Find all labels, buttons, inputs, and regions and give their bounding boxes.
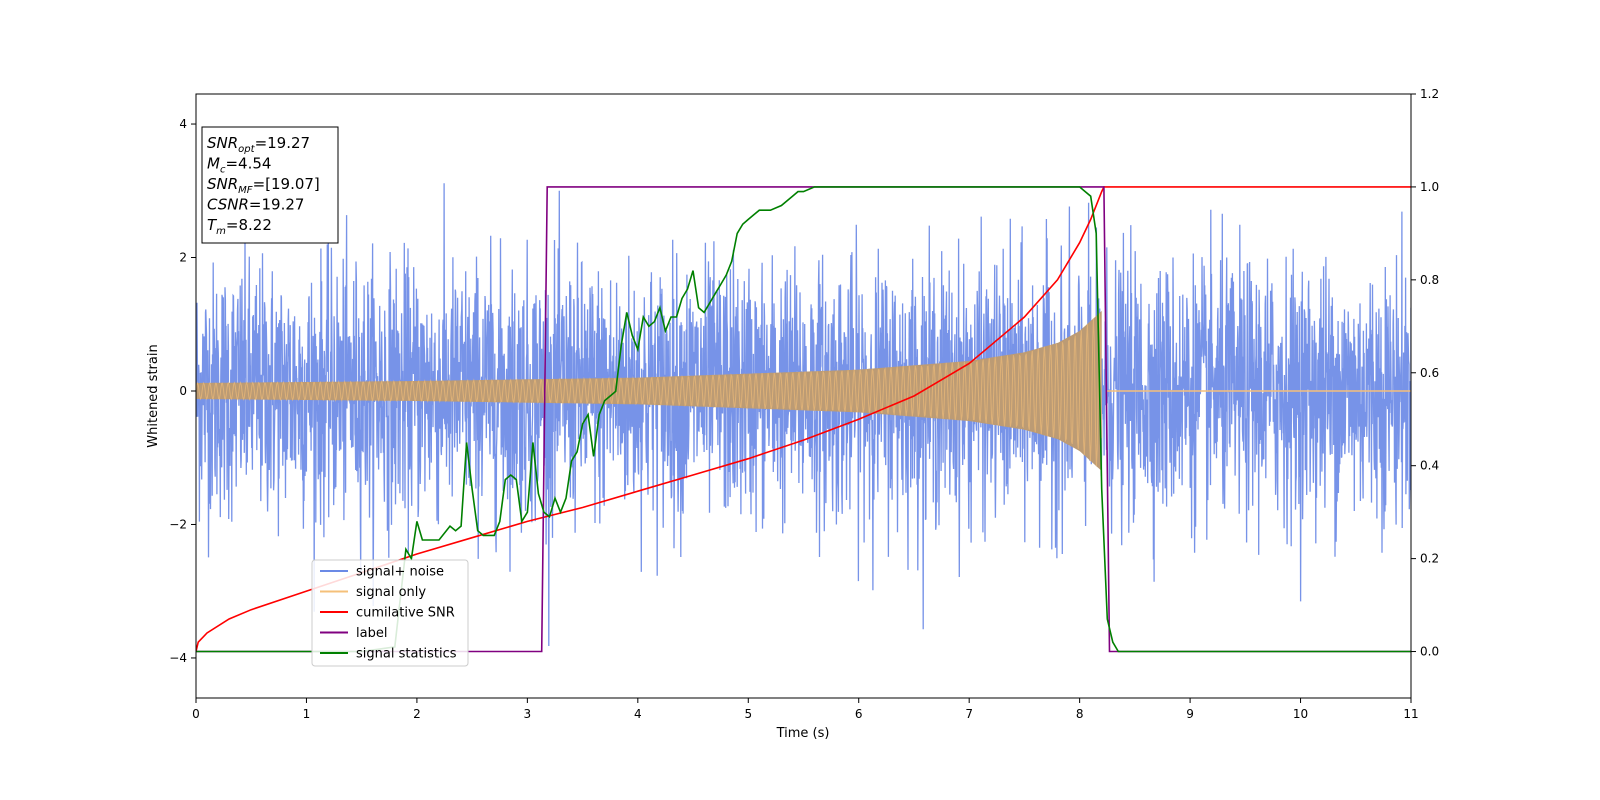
signal-noise-series: [196, 183, 1411, 647]
legend-label: cumilative SNR: [356, 606, 455, 621]
x-tick-label: 9: [1186, 707, 1194, 721]
legend-label: signal+ noise: [356, 565, 444, 580]
label-line: [196, 186, 1411, 653]
y-right-tick-label: 1.2: [1420, 87, 1439, 101]
y-left-tick-label: −2: [169, 517, 187, 531]
annotation-box: SNRopt=19.27Mc=4.54SNRMF=[19.07]CSNR=19.…: [201, 126, 339, 244]
annotation-line: SNRMF=[19.07]: [207, 175, 320, 196]
x-tick-label: 5: [744, 707, 752, 721]
y-axis-label: Whitened strain: [146, 344, 161, 447]
signal-only-line: [196, 313, 1103, 467]
annotation-line: CSNR=19.27: [207, 196, 304, 214]
legend-label: label: [356, 626, 387, 641]
y-left-tick-label: 0: [179, 384, 187, 398]
x-tick-label: 10: [1293, 707, 1308, 721]
x-tick-label: 7: [965, 707, 973, 721]
y-right-tick-label: 0.8: [1420, 273, 1439, 287]
y-left-tick-label: 4: [179, 117, 187, 131]
signal-only-series: [196, 310, 1411, 472]
signal-noise-line: [196, 183, 1411, 647]
y-left-tick-label: 2: [179, 251, 187, 265]
annotation-line: SNRopt=19.27: [207, 134, 310, 155]
legend-label: signal statistics: [356, 647, 457, 662]
y-left-tick-label: −4: [169, 651, 187, 665]
x-tick-label: 3: [524, 707, 532, 721]
x-tick-label: 0: [192, 707, 200, 721]
cumulative-snr-line: [196, 186, 1411, 652]
x-tick-label: 2: [413, 707, 421, 721]
x-tick-label: 4: [634, 707, 642, 721]
x-tick-label: 8: [1076, 707, 1084, 721]
y-right-tick-label: 1.0: [1420, 180, 1439, 194]
y-right-tick-label: 0.4: [1420, 459, 1439, 473]
y-right-tick-label: 0.2: [1420, 552, 1439, 566]
annotation-line: Tm=8.22: [207, 216, 272, 237]
legend-label: signal only: [356, 585, 426, 600]
x-axis-label: Time (s): [776, 726, 830, 741]
y-right-tick-label: 0.6: [1420, 366, 1439, 380]
x-tick-label: 1: [303, 707, 311, 721]
signal-statistics-line: [196, 186, 1411, 653]
plot-frame: [195, 93, 1412, 699]
y-right-tick-label: 0.0: [1420, 645, 1439, 659]
x-tick-label: 6: [855, 707, 863, 721]
signal-only-band: [196, 310, 1102, 472]
x-tick-label: 11: [1403, 707, 1418, 721]
annotation-line: Mc=4.54: [207, 155, 271, 176]
legend: signal+ noise signal only cumilative SNR la…: [311, 559, 469, 667]
